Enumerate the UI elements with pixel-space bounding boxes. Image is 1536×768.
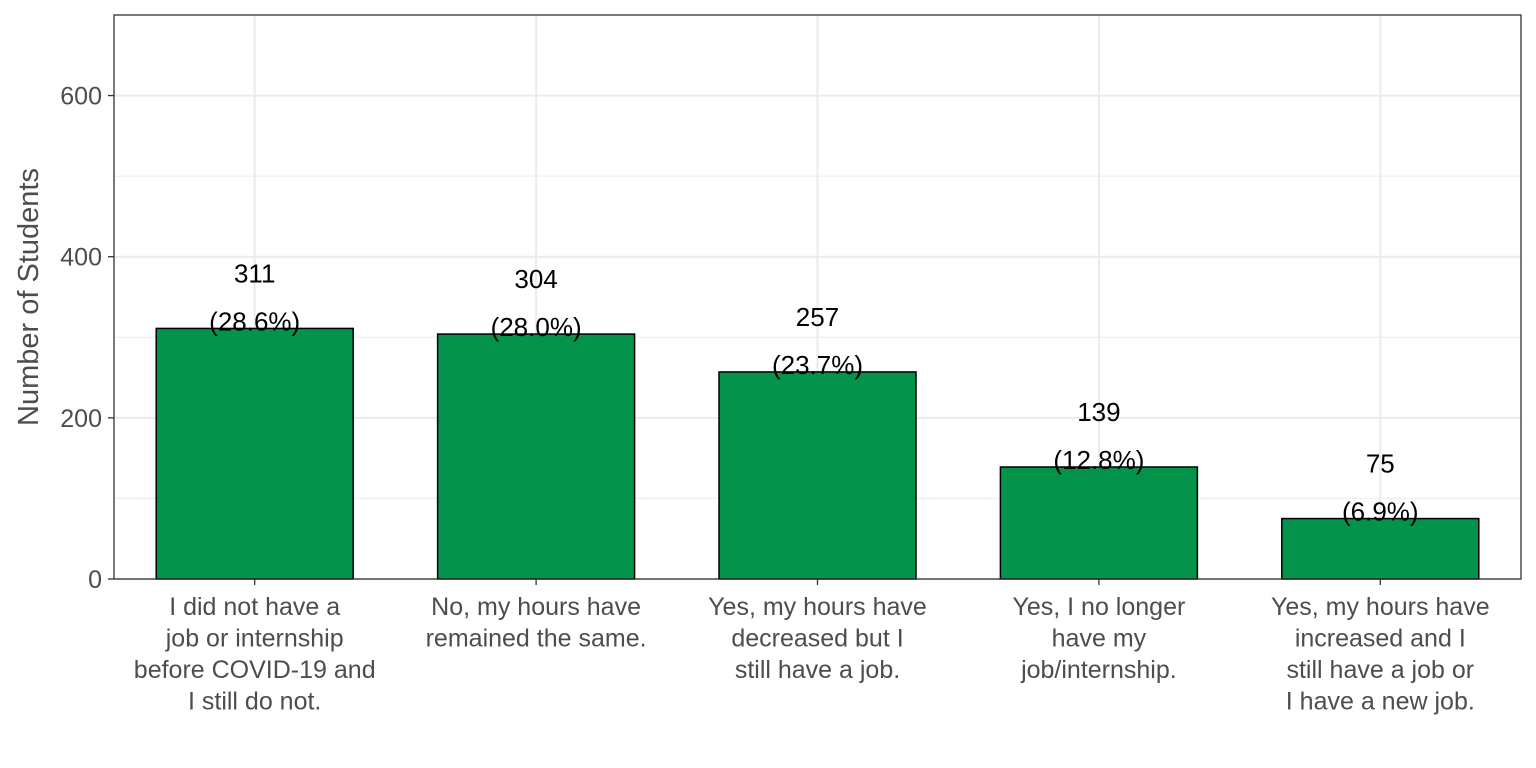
x-tick-label: Yes, my hours have increased and I still h… xyxy=(1271,593,1490,716)
x-tick-label: No, my hours have remained the same. xyxy=(426,593,647,653)
data-labels: 311 (28.6%) 304 (28.0%) 257 (23.7%) 139 (12.8%)… xyxy=(209,258,1418,526)
y-tick-label: 400 xyxy=(60,244,102,272)
x-tick-label-line: job/internship. xyxy=(1020,656,1177,684)
x-tick-label-line: I have a new job. xyxy=(1286,688,1475,716)
bar xyxy=(999,466,1199,580)
x-tick-label-line: still have a job or xyxy=(1286,656,1474,684)
x-tick-label: Yes, I no longer have my job/internship. xyxy=(1012,593,1185,684)
x-tick-label: Yes, my hours have decreased but I still h… xyxy=(708,593,927,684)
bar-percent-label: (28.0%) xyxy=(491,312,582,342)
bar xyxy=(718,371,917,580)
bar-count-label: 75 xyxy=(1366,449,1395,479)
bar-percent-label: (6.9%) xyxy=(1342,497,1419,527)
x-tick-label-line: decreased but I xyxy=(731,625,903,653)
x-tick-label-line: job or internship xyxy=(165,625,344,653)
bar xyxy=(155,327,354,580)
bars xyxy=(155,327,1480,580)
y-tick-label: 200 xyxy=(60,405,102,433)
bar-percent-label: (23.7%) xyxy=(772,350,863,380)
y-tick-label: 600 xyxy=(60,83,102,111)
y-tick-label: 0 xyxy=(88,566,102,594)
bar-count-label: 304 xyxy=(514,264,557,294)
x-tick-label-line: I still do not. xyxy=(188,688,321,716)
x-tick-label-line: No, my hours have xyxy=(431,593,641,621)
x-tick-label-line: Yes, my hours have xyxy=(708,593,927,621)
x-tick-label-line: I did not have a xyxy=(169,593,340,621)
bar-percent-label: (28.6%) xyxy=(209,306,300,336)
x-tick-label-line: still have a job. xyxy=(735,656,900,684)
bar-percent-label: (12.8%) xyxy=(1053,445,1144,475)
x-axis: I did not have a job or internship before … xyxy=(134,579,1490,716)
x-tick-label-line: Yes, my hours have xyxy=(1271,593,1490,621)
x-tick-label-line: before COVID-19 and xyxy=(134,656,376,684)
x-tick-label-line: Yes, I no longer xyxy=(1012,593,1185,621)
bar-count-label: 257 xyxy=(796,302,839,332)
x-tick-label: I did not have a job or internship before … xyxy=(134,593,376,716)
bar-count-label: 311 xyxy=(234,258,275,288)
x-tick-label-line: have my xyxy=(1052,625,1147,653)
bar-count-label: 139 xyxy=(1077,397,1120,427)
bar xyxy=(436,333,636,580)
y-axis: 0 200 400 600 xyxy=(60,83,114,594)
y-axis-title: Number of Students xyxy=(13,168,45,426)
x-tick-label-line: remained the same. xyxy=(426,625,647,653)
x-tick-label-line: increased and I xyxy=(1295,625,1466,653)
bar xyxy=(1281,517,1480,580)
